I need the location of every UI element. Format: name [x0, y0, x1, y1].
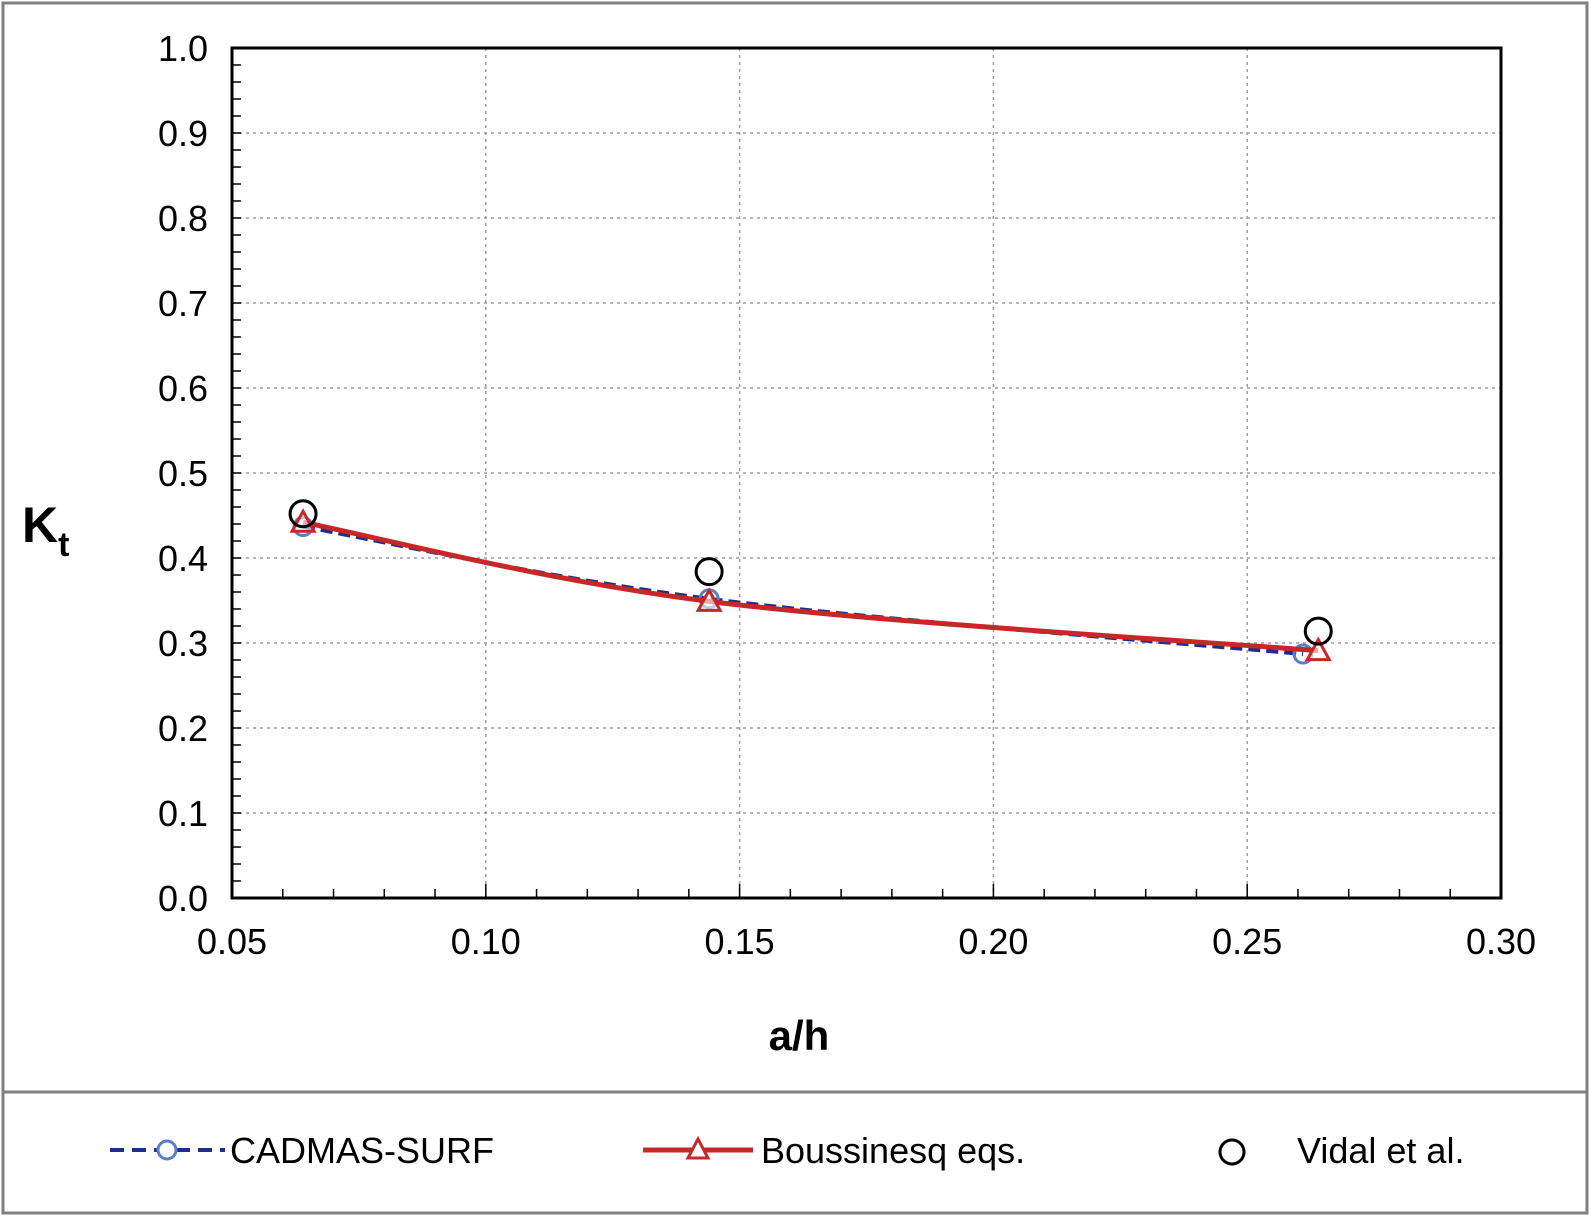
y-tick-label: 0.6	[158, 368, 208, 409]
legend-marker-cadmas-surf	[156, 1139, 178, 1161]
x-tick-label: 0.15	[705, 921, 775, 962]
y-tick-label: 0.7	[158, 283, 208, 324]
legend-label-cadmas-surf: CADMAS-SURF	[230, 1130, 494, 1171]
y-tick-label: 0.9	[158, 113, 208, 154]
legend-item-vidal: Vidal et al.	[1218, 1130, 1464, 1171]
y-tick-label: 0.1	[158, 793, 208, 834]
y-tick-label: 0.3	[158, 623, 208, 664]
y-tick-label: 0.4	[158, 538, 208, 579]
series-line-boussinesq-eqs	[302, 519, 1319, 654]
y-tick-label: 1.0	[158, 28, 208, 69]
data-point-boussinesq-eqs	[1304, 636, 1332, 662]
gridlines	[232, 48, 1501, 898]
x-tick-label: 0.05	[197, 921, 267, 962]
data-point-vidal-et-al	[288, 499, 318, 529]
y-tick-label: 0.2	[158, 708, 208, 749]
y-axis-tick-labels: 0.0 0.1 0.2 0.3 0.4 0.5 0.6 0.7 0.8 0.9 1.0	[158, 28, 208, 919]
x-axis-tick-labels: 0.05 0.10 0.15 0.20 0.25 0.30	[197, 921, 1536, 962]
plot-area-border	[230, 46, 1503, 900]
legend-label-vidal: Vidal et al.	[1297, 1130, 1464, 1171]
legend-item-boussinesq: Boussinesq eqs.	[643, 1130, 1025, 1171]
y-tick-label: 0.0	[158, 878, 208, 919]
legend-marker-boussinesq	[685, 1135, 711, 1160]
legend-item-cadmas-surf: CADMAS-SURF	[110, 1130, 494, 1171]
series-layer	[288, 499, 1333, 665]
x-tick-label: 0.30	[1466, 921, 1536, 962]
y-axis-title: Kt	[22, 497, 69, 564]
y-tick-label: 0.5	[158, 453, 208, 494]
legend: CADMAS-SURF Boussinesq eqs. Vidal et al.	[110, 1130, 1464, 1171]
x-axis-title: a/h	[769, 1012, 830, 1059]
x-tick-label: 0.20	[958, 921, 1028, 962]
legend-marker-vidal	[1218, 1138, 1246, 1166]
x-tick-label: 0.25	[1212, 921, 1282, 962]
data-point-vidal-et-al	[694, 557, 724, 587]
legend-label-boussinesq: Boussinesq eqs.	[761, 1130, 1025, 1171]
x-tick-label: 0.10	[451, 921, 521, 962]
data-point-vidal-et-al	[1303, 616, 1333, 646]
y-tick-label: 0.8	[158, 198, 208, 239]
data-point-boussinesq-eqs	[695, 587, 723, 612]
